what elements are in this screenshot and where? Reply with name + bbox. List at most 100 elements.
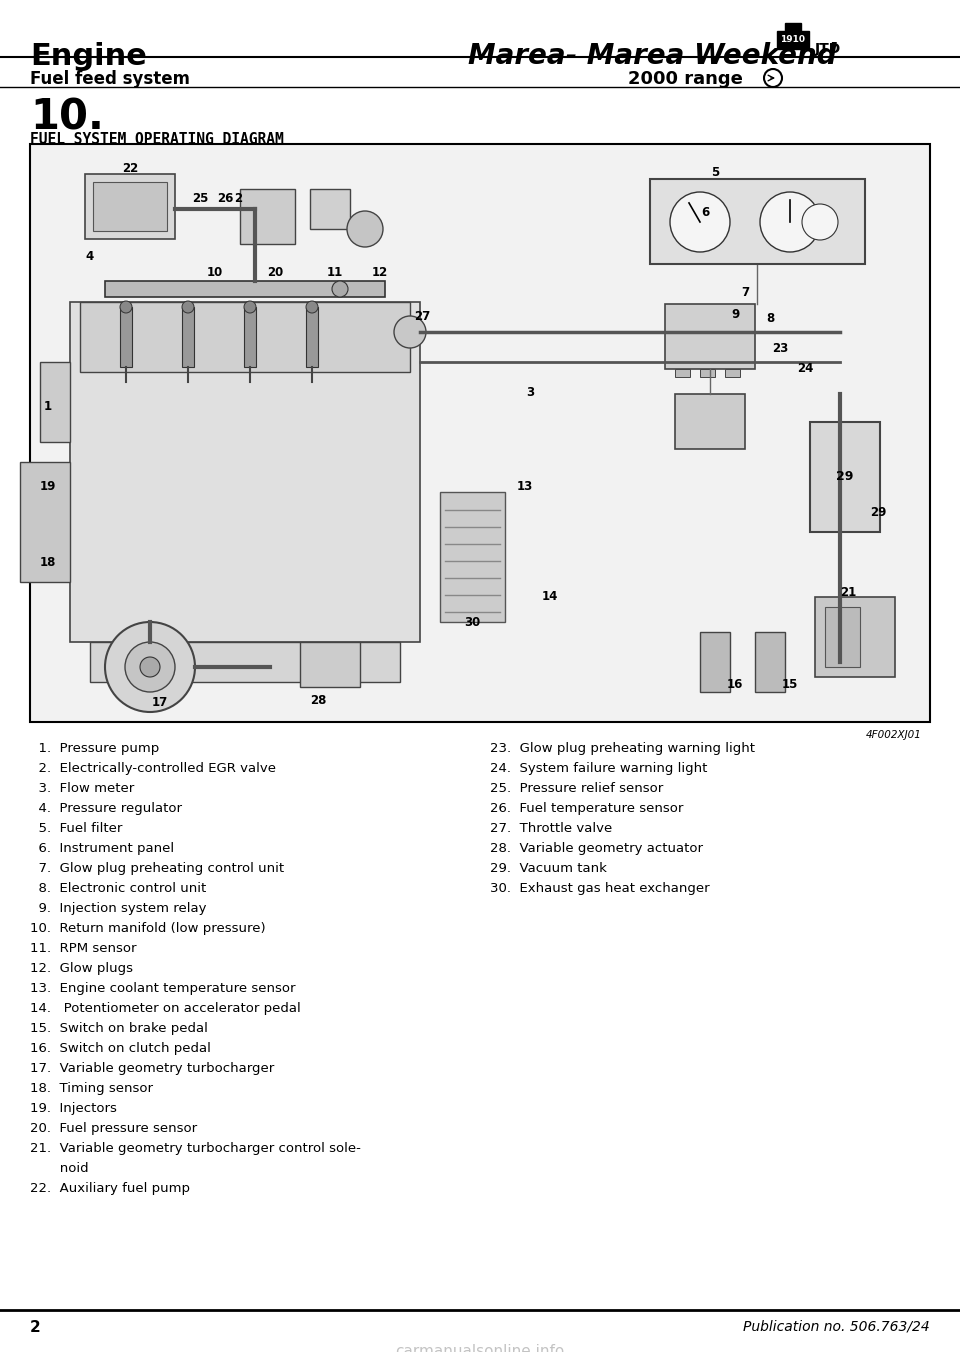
Circle shape — [182, 301, 194, 314]
Bar — [440, 492, 505, 622]
Circle shape — [347, 211, 383, 247]
Text: 25.  Pressure relief sensor: 25. Pressure relief sensor — [490, 781, 663, 795]
Text: 29: 29 — [836, 470, 853, 484]
Text: 18.  Timing sensor: 18. Timing sensor — [30, 1082, 153, 1095]
Bar — [182, 307, 194, 366]
Text: 1910: 1910 — [780, 35, 805, 45]
Text: 12.  Glow plugs: 12. Glow plugs — [30, 963, 133, 975]
Text: 2.  Electrically-controlled EGR valve: 2. Electrically-controlled EGR valve — [30, 763, 276, 775]
Text: 13: 13 — [516, 480, 533, 493]
Text: 12: 12 — [372, 265, 388, 279]
Text: 30.  Exhaust gas heat exchanger: 30. Exhaust gas heat exchanger — [490, 882, 709, 895]
Text: Marea- Marea Weekend: Marea- Marea Weekend — [468, 42, 836, 70]
Text: 19: 19 — [39, 480, 57, 493]
Text: 7.  Glow plug preheating control unit: 7. Glow plug preheating control unit — [30, 863, 284, 875]
Bar — [310, 189, 350, 228]
Bar — [650, 178, 865, 264]
Bar — [85, 174, 175, 239]
Text: 26: 26 — [217, 192, 233, 206]
Text: 21: 21 — [840, 585, 856, 599]
Bar — [755, 631, 785, 692]
Bar — [700, 369, 715, 377]
Text: 4.  Pressure regulator: 4. Pressure regulator — [30, 802, 182, 815]
Circle shape — [244, 301, 256, 314]
Text: Fuel feed system: Fuel feed system — [30, 70, 190, 88]
Bar — [675, 393, 745, 449]
Text: Engine: Engine — [30, 42, 147, 72]
Text: 19.  Injectors: 19. Injectors — [30, 1102, 117, 1115]
Text: 23.  Glow plug preheating warning light: 23. Glow plug preheating warning light — [490, 742, 755, 754]
Bar — [93, 183, 167, 231]
Text: 11: 11 — [326, 265, 343, 279]
Text: 22.  Auxiliary fuel pump: 22. Auxiliary fuel pump — [30, 1182, 190, 1195]
Bar — [80, 301, 410, 372]
Text: 18: 18 — [39, 556, 57, 568]
Circle shape — [105, 622, 195, 713]
Text: 10: 10 — [206, 265, 223, 279]
Circle shape — [120, 301, 132, 314]
Circle shape — [140, 657, 160, 677]
Text: 28: 28 — [310, 694, 326, 707]
Text: 15.  Switch on brake pedal: 15. Switch on brake pedal — [30, 1022, 208, 1036]
Text: 24: 24 — [797, 362, 813, 376]
Text: 5: 5 — [710, 165, 719, 178]
Bar — [20, 462, 70, 581]
Text: FUEL SYSTEM OPERATING DIAGRAM: FUEL SYSTEM OPERATING DIAGRAM — [30, 132, 284, 147]
Bar — [30, 145, 930, 722]
Text: 11.  RPM sensor: 11. RPM sensor — [30, 942, 136, 955]
Text: 4F002XJ01: 4F002XJ01 — [866, 730, 922, 740]
Text: JTD: JTD — [815, 42, 841, 55]
Text: 5.  Fuel filter: 5. Fuel filter — [30, 822, 122, 836]
Text: 15: 15 — [781, 677, 798, 691]
Bar — [825, 607, 860, 667]
Text: 14.   Potentiometer on accelerator pedal: 14. Potentiometer on accelerator pedal — [30, 1002, 300, 1015]
Bar — [105, 281, 385, 297]
Text: 20: 20 — [267, 265, 283, 279]
Text: 1: 1 — [44, 400, 52, 414]
Bar — [665, 304, 755, 369]
Text: 9.  Injection system relay: 9. Injection system relay — [30, 902, 206, 915]
Bar — [120, 307, 132, 366]
Text: 25: 25 — [192, 192, 208, 206]
Bar — [777, 31, 809, 49]
Text: 29: 29 — [870, 506, 886, 519]
Bar — [244, 307, 256, 366]
Text: 20.  Fuel pressure sensor: 20. Fuel pressure sensor — [30, 1122, 197, 1134]
Bar — [90, 642, 400, 681]
Text: 27: 27 — [414, 311, 430, 323]
Text: 16.  Switch on clutch pedal: 16. Switch on clutch pedal — [30, 1042, 211, 1055]
Text: 10.: 10. — [30, 97, 104, 139]
Text: 3: 3 — [526, 385, 534, 399]
Text: 4: 4 — [85, 250, 94, 264]
Text: 22: 22 — [122, 162, 138, 176]
Text: 21.  Variable geometry turbocharger control sole-: 21. Variable geometry turbocharger contr… — [30, 1142, 361, 1155]
Bar — [240, 189, 295, 243]
Text: 8.  Electronic control unit: 8. Electronic control unit — [30, 882, 206, 895]
Text: 2000 range: 2000 range — [628, 70, 743, 88]
Text: 28.  Variable geometry actuator: 28. Variable geometry actuator — [490, 842, 703, 854]
Text: 27.  Throttle valve: 27. Throttle valve — [490, 822, 612, 836]
Text: 23: 23 — [772, 342, 788, 356]
Text: 17: 17 — [152, 695, 168, 708]
Text: 8: 8 — [766, 312, 774, 326]
Text: 30: 30 — [464, 615, 480, 629]
Bar — [675, 369, 690, 377]
Circle shape — [670, 192, 730, 251]
Circle shape — [332, 281, 348, 297]
Text: 26.  Fuel temperature sensor: 26. Fuel temperature sensor — [490, 802, 684, 815]
Text: 10.  Return manifold (low pressure): 10. Return manifold (low pressure) — [30, 922, 266, 936]
Text: 2: 2 — [234, 192, 242, 206]
Bar — [810, 422, 880, 531]
Text: carmanualsonline.info: carmanualsonline.info — [396, 1344, 564, 1352]
Bar — [785, 23, 801, 31]
Circle shape — [802, 204, 838, 241]
Text: noid: noid — [30, 1161, 88, 1175]
Bar — [700, 631, 730, 692]
Bar — [815, 598, 895, 677]
Text: 7: 7 — [741, 285, 749, 299]
Circle shape — [306, 301, 318, 314]
Bar — [40, 362, 70, 442]
Text: 24.  System failure warning light: 24. System failure warning light — [490, 763, 708, 775]
Circle shape — [394, 316, 426, 347]
Text: 2: 2 — [30, 1320, 40, 1334]
